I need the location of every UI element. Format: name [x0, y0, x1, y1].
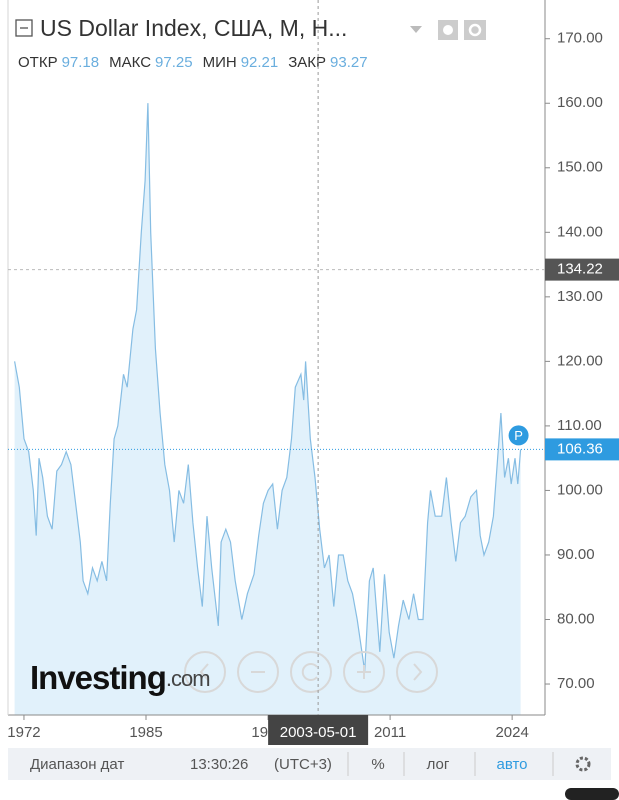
log-button[interactable]: лог: [427, 756, 450, 773]
y-tick-label: 110.00: [557, 417, 602, 434]
y-tick-label: 120.00: [557, 352, 603, 369]
ohlc-value: 97.25: [155, 54, 193, 71]
crosshair-x-box: [268, 715, 369, 745]
range-button[interactable]: Диапазон дат: [30, 756, 124, 773]
area: [14, 103, 521, 715]
last-value-box: [545, 438, 619, 461]
settings-button[interactable]: [575, 756, 591, 772]
scroll-left-button[interactable]: [184, 651, 226, 693]
dropdown-arrow[interactable]: [410, 26, 422, 33]
logo-text: Investing: [30, 659, 166, 696]
collapse-icon[interactable]: [15, 19, 33, 37]
zoom-controls: [184, 651, 438, 693]
zoom-out-button[interactable]: [237, 651, 279, 693]
ohlc-value: 97.18: [62, 54, 100, 71]
reset-icon: [301, 663, 318, 681]
crosshair-x-label: 2003-05-01: [280, 724, 357, 741]
logo: Investing.com: [30, 659, 210, 696]
ohlc-label: МАКС: [109, 54, 151, 71]
ohlc-label: ОТКР: [18, 54, 58, 71]
timezone[interactable]: (UTC+3): [274, 756, 332, 773]
y-tick-label: 90.00: [557, 546, 595, 563]
y-tick-label: 150.00: [557, 159, 603, 176]
x-tick-label: 1972: [7, 724, 40, 741]
ohlc-label: МИН: [203, 54, 237, 71]
scroll-left-icon: [199, 663, 209, 681]
y-tick-label: 160.00: [557, 94, 603, 111]
y-tick-label: 140.00: [557, 223, 603, 240]
marker-label: P: [514, 428, 523, 443]
logo-suffix: .com: [166, 666, 210, 691]
auto-button[interactable]: авто: [496, 756, 527, 773]
ohlc: ОТКР 97.18 МАКС 97.25 МИН 92.21 ЗАКР 93.27: [18, 54, 368, 71]
y-tick-label: 80.00: [557, 610, 595, 627]
crosshair-y-box: [545, 258, 619, 281]
ohlc-value: 93.27: [330, 54, 368, 71]
toolbar: [8, 748, 611, 780]
zoom-in-button[interactable]: [343, 651, 385, 693]
reset-button[interactable]: [290, 651, 332, 693]
crosshair-y-label: 134.22: [557, 261, 603, 278]
y-tick-label: 170.00: [557, 30, 603, 47]
scroll-right-button[interactable]: [396, 651, 438, 693]
marker-circle: [508, 425, 529, 446]
y-tick-label: 100.00: [557, 481, 603, 498]
x-tick-label: 2024: [495, 724, 528, 741]
corner-shape: [565, 788, 619, 800]
zoom-in-icon: [357, 665, 371, 679]
ohlc-value: 92.21: [241, 54, 279, 71]
clock: 13:30:26: [190, 756, 248, 773]
line: [14, 103, 522, 672]
chart-title: US Dollar Index, США, М, Н...: [40, 15, 347, 41]
eye-icon-pupil: [443, 25, 453, 35]
y-tick-label: 130.00: [557, 288, 603, 305]
y-tick-label: 70.00: [557, 675, 595, 692]
settings-icon[interactable]: [464, 20, 486, 40]
plot: [14, 103, 522, 715]
last-value-label: 106.36: [557, 440, 603, 457]
x-tick-label: 1985: [129, 724, 162, 741]
x-tick-label: 2011: [374, 724, 406, 741]
scroll-right-icon: [413, 663, 423, 681]
ohlc-label: ЗАКР: [288, 54, 326, 71]
settings-icon-gear: [468, 23, 482, 37]
percent-button[interactable]: %: [371, 756, 384, 773]
